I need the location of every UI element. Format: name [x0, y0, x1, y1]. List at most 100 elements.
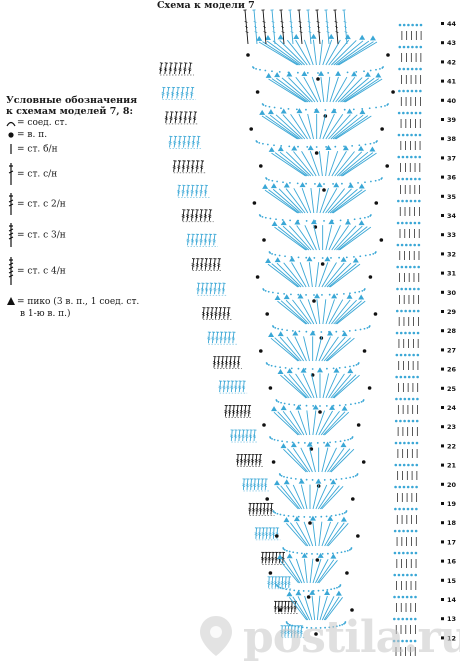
fan-chain	[276, 180, 279, 183]
fan-spoke	[337, 41, 374, 66]
fan-chain	[305, 256, 308, 259]
left-band-stitch-bar	[181, 165, 186, 168]
fan-chain	[283, 475, 285, 478]
fan-chain	[291, 441, 294, 444]
left-band-stitch-bar	[281, 556, 285, 559]
fan-spoke	[340, 152, 374, 177]
fan-chain	[261, 215, 264, 218]
legend: Условные обозначения к схемам моделей 7,…	[6, 95, 156, 320]
fan-center-dot	[308, 521, 312, 525]
fan-chain	[277, 439, 279, 442]
top-stitch-bar	[308, 31, 312, 33]
right-band-chain	[402, 89, 405, 93]
left-band-stitch-bar	[204, 264, 208, 267]
top-stitch-bar	[308, 26, 311, 28]
top-stitch-bar	[325, 21, 329, 23]
left-band-stitch-bar	[201, 312, 206, 315]
right-band-chain	[397, 199, 400, 203]
top-stitch-bar	[290, 26, 293, 28]
fan-picot	[295, 590, 302, 596]
fan-chain	[351, 436, 354, 438]
left-band-stitch-bar	[219, 338, 223, 341]
legend-row-tr: = ст. с 2/н	[6, 192, 156, 216]
left-band-stitch-bar	[242, 485, 246, 488]
right-band-chain	[417, 287, 420, 291]
fan-spoke	[283, 448, 307, 473]
fan-spoke	[297, 410, 308, 436]
right-band-chain	[399, 397, 402, 401]
row-marker	[441, 482, 444, 486]
top-stitch-bar	[272, 26, 275, 28]
right-band-chain	[419, 67, 422, 71]
fan-chain	[258, 141, 261, 144]
right-band-chain	[395, 353, 399, 357]
left-band-stitch-bar	[171, 91, 175, 95]
right-band-chain	[410, 89, 414, 93]
right-band-chain	[414, 529, 418, 533]
fan-chain	[349, 403, 352, 406]
fan-picot	[274, 72, 281, 78]
fan-spoke	[339, 226, 372, 251]
fan-picot	[280, 443, 287, 449]
right-band-chain	[410, 133, 413, 137]
left-band-stitch-bar	[262, 509, 266, 512]
fan-chain	[344, 403, 347, 406]
left-band-stitch-bar	[175, 91, 180, 95]
fan-spoke	[302, 373, 315, 399]
fan-picot	[301, 552, 308, 558]
fan-chain	[297, 625, 300, 628]
left-band-stitch-bar	[263, 485, 268, 488]
fan-spoke	[279, 336, 302, 362]
fan-spoke	[288, 559, 303, 584]
fan-spoke	[331, 40, 357, 66]
left-band-stitch-bar	[220, 362, 224, 365]
fan-spoke	[267, 263, 299, 288]
top-stitch-bar	[344, 26, 347, 28]
fan-spoke	[279, 560, 299, 584]
left-band-stitch-bar	[190, 191, 194, 194]
fan-chain	[305, 182, 307, 185]
right-band-chain	[413, 199, 417, 203]
fan-chain	[298, 330, 301, 333]
right-band-chain	[399, 375, 403, 379]
left-band-stitch-bar	[219, 336, 223, 339]
right-band-chain	[415, 507, 418, 511]
left-band-stitch-bar	[260, 556, 265, 559]
top-stitch-bar	[281, 31, 285, 33]
row-number: 35	[447, 193, 457, 201]
fan-chain	[283, 402, 286, 405]
fan-chain	[280, 474, 283, 477]
left-band-stitch-bar	[208, 238, 212, 241]
fan-spoke	[329, 263, 361, 288]
top-stitch-bar	[272, 31, 276, 33]
right-band-chain	[401, 595, 405, 599]
left-band-stitch-bar	[173, 69, 177, 72]
left-band-stitch-bar	[190, 238, 195, 241]
fan-chain	[274, 365, 277, 368]
right-band-chain	[409, 639, 413, 643]
fan-chain	[363, 327, 366, 330]
fan-chain	[329, 441, 331, 444]
fan-spoke	[271, 78, 307, 103]
left-band-stitch-bar	[216, 361, 220, 364]
right-band-chain	[403, 353, 407, 357]
right-band-chain	[407, 23, 410, 27]
trtr-icon	[6, 256, 17, 286]
fan-chain	[305, 220, 308, 222]
left-band-stitch-bar	[190, 91, 194, 95]
fan-chain	[384, 104, 386, 107]
fan-spoke	[268, 78, 306, 103]
top-stitch-bar	[344, 31, 348, 33]
fan-spoke	[332, 189, 366, 214]
fan-spoke	[295, 77, 316, 103]
fan-chain	[289, 588, 291, 591]
left-band-stitch-bar	[290, 605, 294, 608]
fan-chain	[360, 400, 363, 403]
left-band-stitch-bar	[273, 605, 277, 608]
legend-label: = пико (3 в. п., 1 соед. ст.	[17, 296, 140, 307]
fan-spoke	[332, 374, 357, 399]
top-stitch-bar	[254, 31, 258, 33]
fan-chain	[331, 552, 334, 555]
row-number: 16	[447, 558, 457, 566]
fan-spoke	[293, 151, 314, 177]
